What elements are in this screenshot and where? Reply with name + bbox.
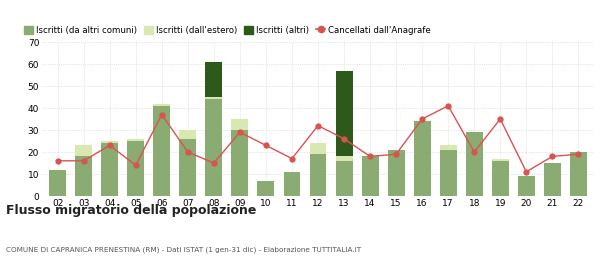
Bar [335,157,353,161]
Bar [544,163,561,196]
Bar [335,161,353,196]
Bar [154,106,170,196]
Bar [127,139,144,141]
Bar [179,139,196,196]
Bar [205,97,223,99]
Bar [232,119,248,130]
Bar [49,170,66,196]
Bar [388,150,404,196]
Bar [310,154,326,196]
Bar [101,141,118,143]
Text: Flusso migratorio della popolazione: Flusso migratorio della popolazione [6,204,256,217]
Bar [205,99,223,196]
Bar [284,172,301,196]
Bar [362,157,379,196]
Bar [466,132,482,196]
Legend: Iscritti (da altri comuni), Iscritti (dall'estero), Iscritti (altri), Cancellati: Iscritti (da altri comuni), Iscritti (da… [24,25,431,35]
Bar [75,145,92,157]
Bar [440,150,457,196]
Bar [257,181,274,196]
Bar [335,71,353,157]
Bar [570,152,587,196]
Bar [310,143,326,154]
Bar [179,130,196,139]
Bar [440,145,457,150]
Bar [413,121,431,196]
Bar [205,62,223,97]
Bar [492,158,509,161]
Bar [232,130,248,196]
Text: COMUNE DI CAPRANICA PRENESTINA (RM) - Dati ISTAT (1 gen-31 dic) - Elaborazione T: COMUNE DI CAPRANICA PRENESTINA (RM) - Da… [6,246,361,253]
Bar [101,143,118,196]
Bar [127,141,144,196]
Bar [492,161,509,196]
Bar [75,157,92,196]
Bar [154,104,170,106]
Bar [518,176,535,196]
